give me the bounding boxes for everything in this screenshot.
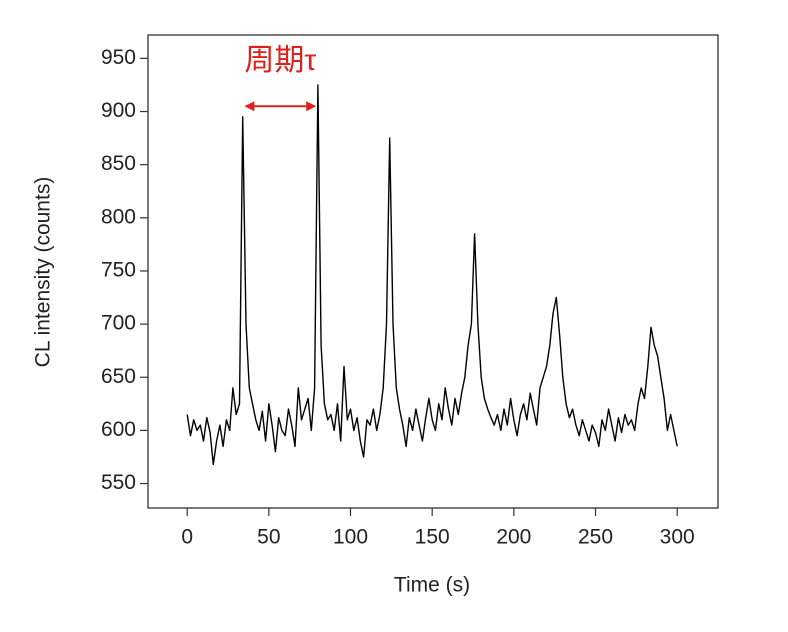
plot-frame	[147, 34, 719, 509]
annotation-label: 周期τ	[244, 44, 316, 77]
y-tick-label: 800	[101, 205, 136, 228]
y-tick-label: 950	[101, 46, 136, 69]
x-tick-label: 150	[415, 526, 450, 549]
x-tick-label: 100	[333, 526, 368, 549]
x-tick-label: 250	[578, 526, 613, 549]
y-tick-label: 600	[101, 418, 136, 441]
data-line	[186, 84, 678, 466]
y-tick-label: 750	[101, 259, 136, 282]
y-tick-label: 850	[101, 152, 136, 175]
x-tick-label: 0	[181, 526, 193, 549]
y-tick-label: 900	[101, 99, 136, 122]
y-tick-label: 550	[101, 471, 136, 494]
x-tick-label: 50	[257, 526, 280, 549]
x-axis-label: Time (s)	[394, 574, 470, 597]
y-tick-label: 650	[101, 365, 136, 388]
y-tick-label: 700	[101, 312, 136, 335]
x-tick-label: 200	[496, 526, 531, 549]
arrow-head	[244, 101, 255, 112]
arrow-head	[306, 101, 317, 112]
y-axis-label: CL intensity (counts)	[32, 177, 55, 368]
x-tick-label: 300	[660, 526, 695, 549]
